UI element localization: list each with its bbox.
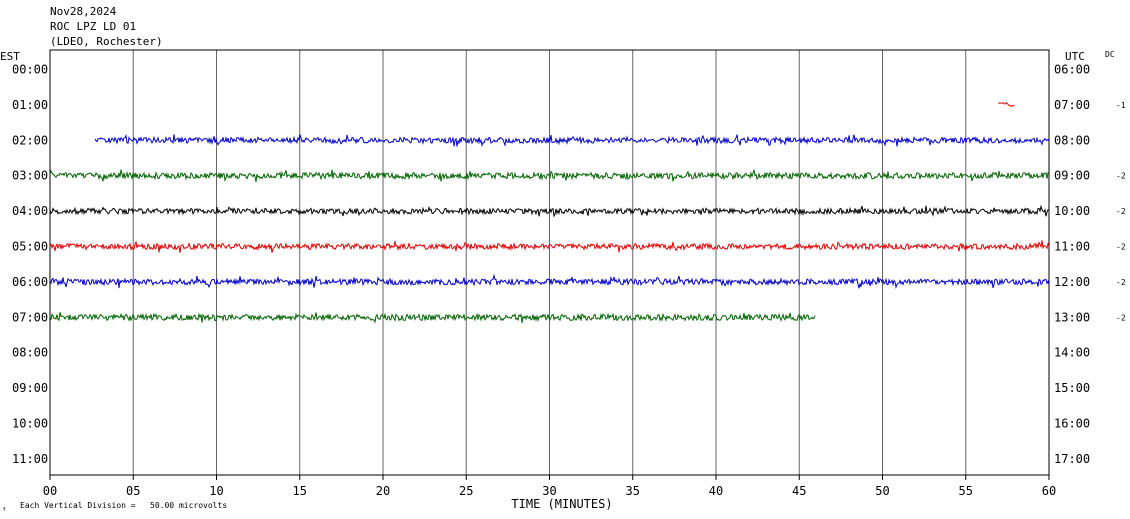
est-hour-label: 03:00 (12, 169, 48, 183)
utc-hour-label: 11:00 (1054, 240, 1090, 254)
trace-0300 (49, 169, 1050, 183)
utc-hour-label: 13:00 (1054, 310, 1090, 324)
est-axis-title: EST (0, 50, 20, 63)
tick-label-60: 60 (1042, 484, 1056, 498)
utc-hour-label: 07:00 (1054, 98, 1090, 112)
est-hour-label: 11:00 (12, 452, 48, 466)
utc-hour-label: 14:00 (1054, 346, 1090, 360)
trace-0600 (49, 273, 1050, 290)
x-axis-label: TIME (MINUTES) (511, 497, 612, 511)
header-network: (LDEO, Rochester) (50, 35, 163, 48)
est-hour-label: 00:00 (12, 63, 48, 77)
utc-axis-title: UTC (1065, 50, 1085, 63)
trace-0700 (49, 312, 816, 324)
utc-hour-label: 08:00 (1054, 133, 1090, 147)
header-station: ROC LPZ LD 01 (50, 20, 136, 33)
hour-row-labels: 00:00 06:00 01:00 07:00 -1 02:00 08:00 03:00 09:… (12, 63, 1126, 466)
utc-hour-label: 17:00 (1054, 452, 1090, 466)
trace-0500 (49, 240, 1050, 253)
scale-note: Each Vertical Division = 50.00 microvolt… (20, 501, 227, 510)
utc-hour-label: 09:00 (1054, 169, 1090, 183)
dc-offset-label: -2 (1116, 313, 1126, 322)
tick-label-25: 25 (459, 484, 473, 498)
utc-hour-label: 10:00 (1054, 204, 1090, 218)
tick-label-55: 55 (959, 484, 973, 498)
est-hour-label: 02:00 (12, 133, 48, 147)
seismic-traces (49, 102, 1050, 324)
tick-label-15: 15 (293, 484, 307, 498)
dc-column-title: DC (1105, 50, 1115, 59)
tick-label-05: 05 (126, 484, 140, 498)
chart-header: Nov28,2024 ROC LPZ LD 01 (LDEO, Rocheste… (50, 5, 163, 48)
utc-hour-label: 12:00 (1054, 275, 1090, 289)
dc-offset-label: -1 (1116, 101, 1126, 110)
est-hour-label: 04:00 (12, 204, 48, 218)
est-hour-label: 07:00 (12, 310, 48, 324)
est-hour-label: 01:00 (12, 98, 48, 112)
trace-0100 (998, 102, 1015, 108)
tick-label-00: 00 (43, 484, 57, 498)
est-hour-label: 06:00 (12, 275, 48, 289)
tick-label-40: 40 (709, 484, 723, 498)
est-hour-label: 10:00 (12, 417, 48, 431)
tick-label-45: 45 (792, 484, 806, 498)
header-date: Nov28,2024 (50, 5, 117, 18)
utc-hour-label: 06:00 (1054, 63, 1090, 77)
utc-hour-label: 15:00 (1054, 381, 1090, 395)
tick-label-50: 50 (875, 484, 889, 498)
utc-hour-label: 16:00 (1054, 417, 1090, 431)
time-gridlines (132, 50, 967, 475)
est-hour-label: 08:00 (12, 346, 48, 360)
dc-offset-label: -2 (1116, 243, 1126, 252)
est-hour-label: 09:00 (12, 381, 48, 395)
trace-0200 (94, 134, 1050, 148)
dc-offset-label: -2 (1116, 278, 1126, 287)
tick-label-35: 35 (626, 484, 640, 498)
trace-0400 (49, 204, 1049, 218)
tick-label-10: 10 (209, 484, 223, 498)
time-axis-ticks: 00 05 10 15 20 25 30 35 40 45 50 55 60 (43, 475, 1056, 498)
dc-offset-label: -2 (1116, 207, 1126, 216)
est-hour-label: 05:00 (12, 240, 48, 254)
tick-label-20: 20 (376, 484, 390, 498)
dc-offset-label: -2 (1116, 172, 1126, 181)
tick-label-30: 30 (542, 484, 556, 498)
corner-arrow-icon: ↑ (2, 505, 6, 513)
